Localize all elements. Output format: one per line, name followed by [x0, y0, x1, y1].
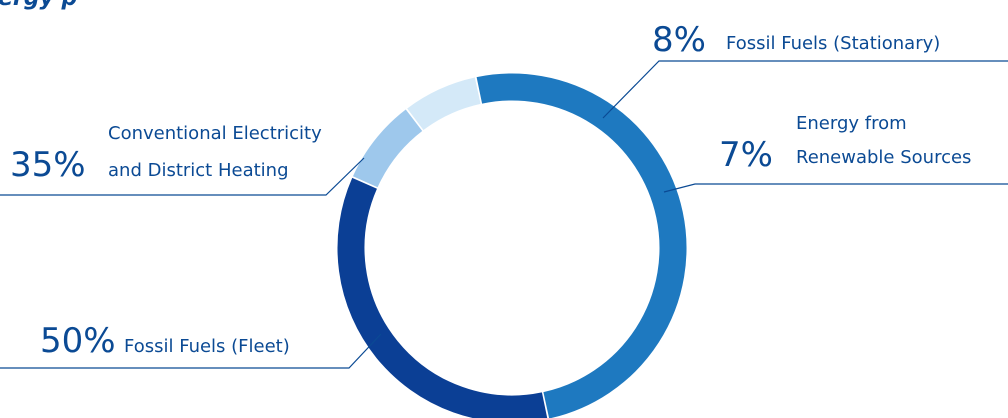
slice-label-conventional-electricity-line-1: Conventional Electricity	[108, 123, 322, 144]
slice-label-energy-renewable-line-2: Renewable Sources	[796, 147, 971, 168]
leader-line-conventional-electricity	[0, 157, 365, 196]
chart-title-fragment: ergy p	[0, 0, 77, 11]
label-fossil-fuels-stationary: 8% Fossil Fuels (Stationary)	[602, 20, 1008, 119]
leader-line-energy-renewable	[663, 183, 1008, 193]
percent-label-fossil-fuels-fleet: 50%	[40, 321, 116, 361]
slice-label-conventional-electricity-line-2: and District Heating	[108, 160, 289, 181]
slice-conventional-electricity	[337, 177, 548, 418]
slice-label-fossil-fuels-stationary: Fossil Fuels (Stationary)	[726, 33, 940, 54]
percent-label-fossil-fuels-stationary: 8%	[652, 20, 706, 60]
label-fossil-fuels-fleet: 50% Fossil Fuels (Fleet)	[0, 321, 382, 369]
donut-slices	[337, 73, 687, 418]
slice-label-energy-renewable-line-1: Energy from	[796, 113, 907, 134]
slice-fossil-fuels-fleet	[476, 73, 687, 418]
leader-line-fossil-fuels-fleet	[0, 333, 382, 369]
label-conventional-electricity: 35% Conventional Electricity and Distric…	[0, 123, 365, 196]
percent-label-energy-renewable: 7%	[719, 135, 773, 175]
leader-line-fossil-fuels-stationary	[602, 60, 1008, 119]
percent-label-conventional-electricity: 35%	[10, 145, 86, 185]
slice-label-fossil-fuels-fleet: Fossil Fuels (Fleet)	[124, 336, 290, 357]
slice-fossil-fuels-stationary	[352, 109, 423, 188]
label-energy-renewable: 7% Energy from Renewable Sources	[663, 113, 1008, 193]
slice-energy-renewable	[407, 77, 481, 131]
